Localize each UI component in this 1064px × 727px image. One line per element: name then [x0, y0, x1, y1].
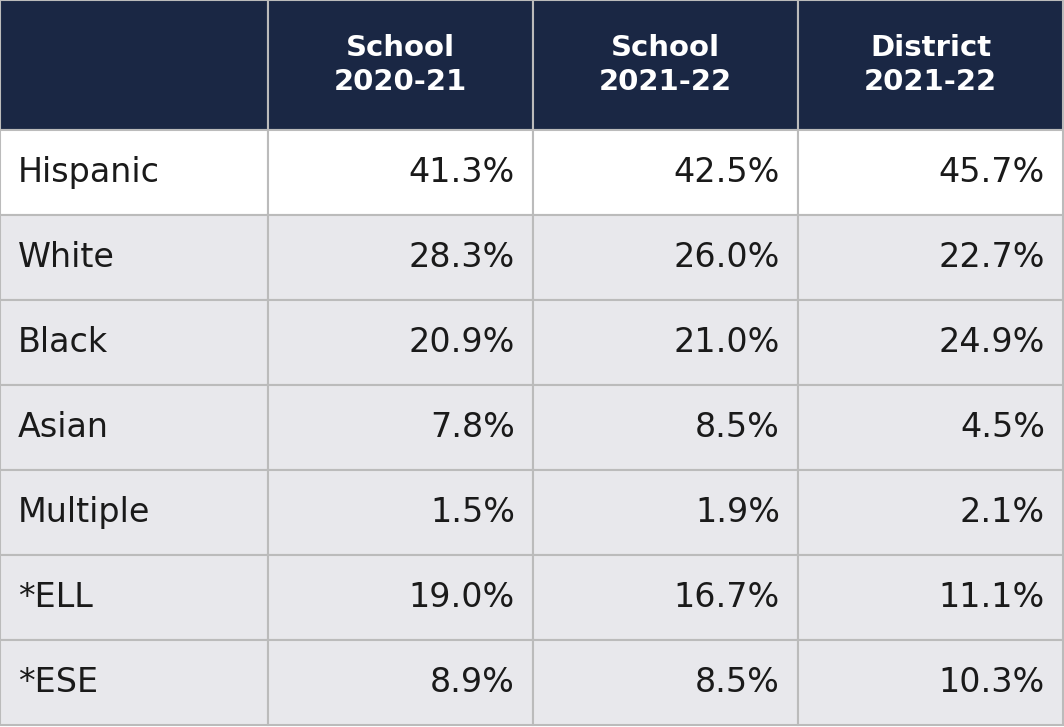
Bar: [268, 215, 533, 300]
Text: 41.3%: 41.3%: [409, 156, 515, 189]
Text: 26.0%: 26.0%: [674, 241, 780, 274]
Text: Multiple: Multiple: [18, 496, 150, 529]
Bar: [533, 385, 798, 470]
Text: District: District: [870, 34, 991, 62]
Bar: [533, 300, 798, 385]
Bar: [798, 470, 1063, 555]
Bar: [533, 215, 798, 300]
Bar: [0, 640, 268, 725]
Text: Black: Black: [18, 326, 109, 359]
Bar: [0, 0, 268, 130]
Text: 42.5%: 42.5%: [674, 156, 780, 189]
Bar: [798, 385, 1063, 470]
Bar: [0, 385, 268, 470]
Text: 20.9%: 20.9%: [409, 326, 515, 359]
Text: 2020-21: 2020-21: [334, 68, 467, 96]
Text: 1.9%: 1.9%: [695, 496, 780, 529]
Text: 19.0%: 19.0%: [409, 581, 515, 614]
Bar: [533, 0, 798, 130]
Text: *ELL: *ELL: [18, 581, 93, 614]
Text: 16.7%: 16.7%: [674, 581, 780, 614]
Text: 10.3%: 10.3%: [938, 666, 1045, 699]
Text: 28.3%: 28.3%: [409, 241, 515, 274]
Bar: [798, 555, 1063, 640]
Bar: [0, 555, 268, 640]
Text: 2021-22: 2021-22: [864, 68, 997, 96]
Text: *ESE: *ESE: [18, 666, 98, 699]
Text: 21.0%: 21.0%: [674, 326, 780, 359]
Text: 11.1%: 11.1%: [938, 581, 1045, 614]
Text: 8.5%: 8.5%: [695, 666, 780, 699]
Bar: [798, 640, 1063, 725]
Text: 2021-22: 2021-22: [599, 68, 732, 96]
Bar: [268, 130, 533, 215]
Bar: [268, 385, 533, 470]
Bar: [0, 470, 268, 555]
Bar: [533, 555, 798, 640]
Bar: [798, 300, 1063, 385]
Text: 24.9%: 24.9%: [938, 326, 1045, 359]
Text: 2.1%: 2.1%: [960, 496, 1045, 529]
Bar: [0, 215, 268, 300]
Text: 1.5%: 1.5%: [430, 496, 515, 529]
Bar: [268, 0, 533, 130]
Bar: [533, 640, 798, 725]
Text: 4.5%: 4.5%: [960, 411, 1045, 444]
Bar: [268, 555, 533, 640]
Bar: [798, 215, 1063, 300]
Text: Asian: Asian: [18, 411, 109, 444]
Text: White: White: [18, 241, 115, 274]
Bar: [268, 300, 533, 385]
Bar: [798, 130, 1063, 215]
Text: Hispanic: Hispanic: [18, 156, 160, 189]
Text: 8.5%: 8.5%: [695, 411, 780, 444]
Text: 7.8%: 7.8%: [430, 411, 515, 444]
Bar: [798, 0, 1063, 130]
Bar: [533, 470, 798, 555]
Text: School: School: [611, 34, 720, 62]
Text: School: School: [346, 34, 455, 62]
Bar: [0, 130, 268, 215]
Bar: [268, 470, 533, 555]
Text: 22.7%: 22.7%: [938, 241, 1045, 274]
Text: 8.9%: 8.9%: [430, 666, 515, 699]
Bar: [268, 640, 533, 725]
Text: 45.7%: 45.7%: [938, 156, 1045, 189]
Bar: [533, 130, 798, 215]
Bar: [0, 300, 268, 385]
